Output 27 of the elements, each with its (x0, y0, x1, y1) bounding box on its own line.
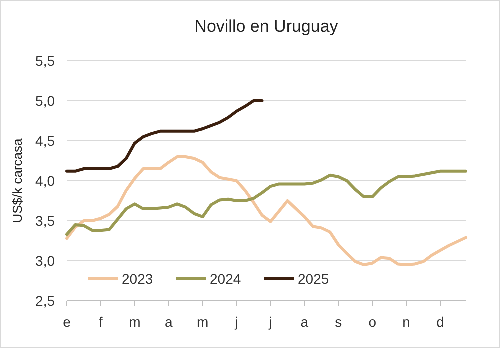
x-tick-label: s (335, 314, 342, 330)
line-series (66, 156, 468, 266)
y-tick-label: 5,5 (36, 53, 56, 69)
line-series (66, 100, 264, 173)
y-tick-label: 2,5 (36, 293, 56, 309)
y-axis-title: US$/k carcasa (10, 138, 25, 224)
y-tick-label: 4,5 (36, 133, 56, 149)
x-tick-label: m (196, 314, 209, 330)
x-tick-label: j (268, 314, 272, 330)
y-tick-label: 3,0 (36, 253, 56, 269)
legend-label: 2023 (122, 271, 154, 287)
x-tick-label: o (368, 314, 377, 330)
x-tick-label: m (129, 314, 141, 330)
x-tick-label: a (164, 314, 173, 330)
legend-label: 2024 (210, 271, 242, 287)
y-tick-label: 4,0 (36, 173, 56, 189)
line-series (66, 170, 468, 236)
x-tick-label: e (63, 314, 72, 330)
chart-title: Novillo en Uruguay (194, 17, 339, 36)
y-tick-label: 3,5 (36, 213, 56, 229)
x-tick-label: d (436, 314, 444, 330)
x-tick-label: n (402, 314, 410, 330)
legend-label: 2025 (298, 271, 330, 287)
x-tick-label: j (234, 314, 238, 330)
y-tick-label: 5,0 (36, 93, 56, 109)
x-tick-label: a (300, 314, 309, 330)
x-tick-label: f (99, 314, 104, 330)
